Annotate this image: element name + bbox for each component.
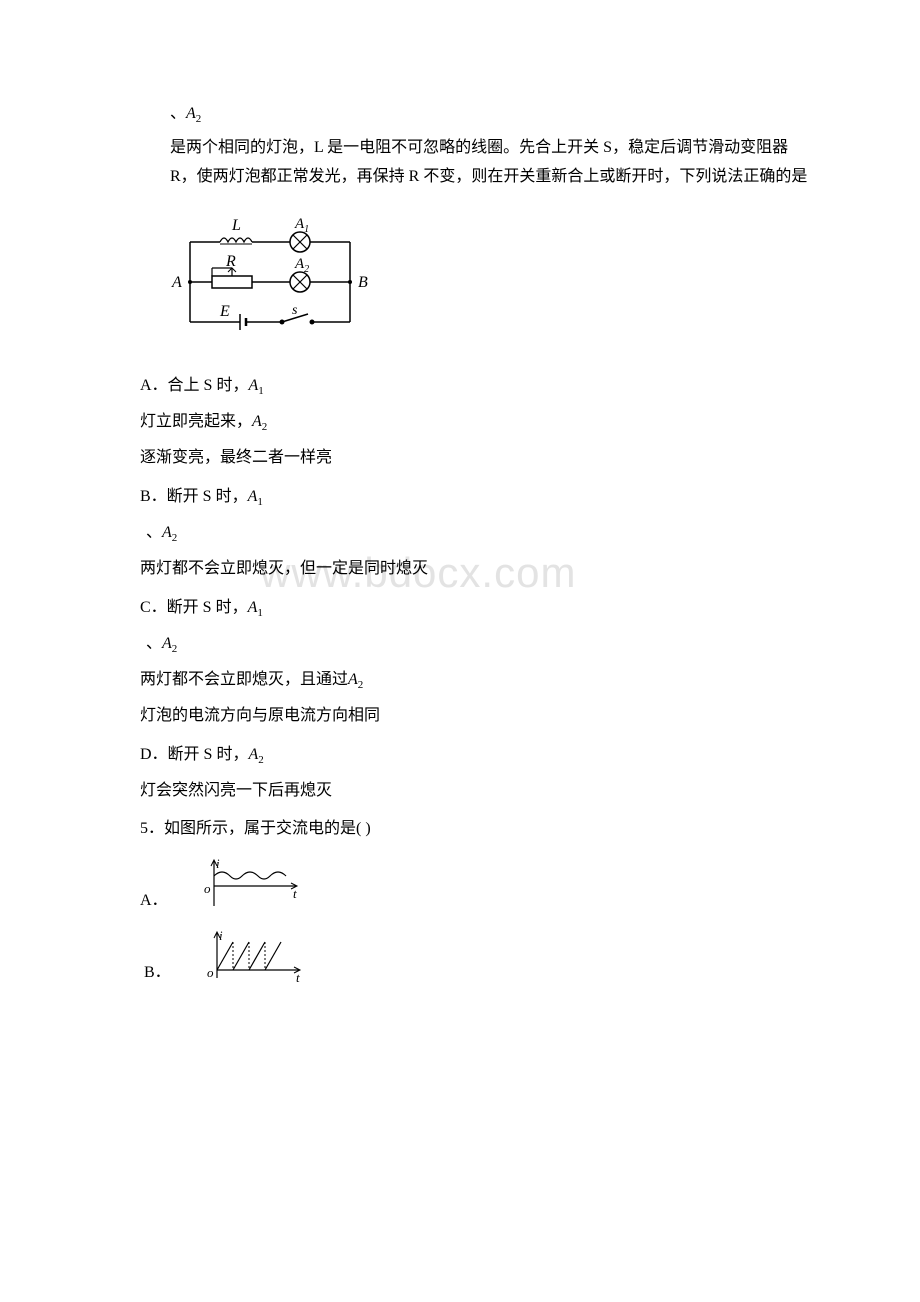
- circuit-A-label: A: [171, 274, 182, 291]
- q4-optD-line2: 灯会突然闪亮一下后再熄灭: [140, 777, 810, 806]
- circuit-R-label: R: [225, 253, 236, 270]
- q4-optA-line3: 逐渐变亮，最终二者一样亮: [140, 444, 810, 473]
- axis-o-label-b: o: [207, 965, 214, 980]
- q5-optA-letter: A．: [140, 887, 168, 916]
- axis-i-label: i: [216, 856, 220, 871]
- circuit-diagram: L A1 R A2 A B: [160, 212, 810, 353]
- q4-optC-line1: C．断开 S 时，A1: [140, 594, 810, 624]
- q4-optC-line4: 灯泡的电流方向与原电流方向相同: [140, 702, 810, 731]
- q5-text: 5．如图所示，属于交流电的是( ): [140, 815, 810, 844]
- q4-optB-line2: 、A2: [140, 519, 810, 549]
- q4-optA-line1: A．合上 S 时，A1: [140, 372, 810, 402]
- q5-optA-graph: i t o: [196, 856, 306, 916]
- q4-optA-line2: 灯立即亮起来，A2: [140, 408, 810, 438]
- comma-prefix: 、: [170, 105, 186, 122]
- axis-o-label: o: [204, 881, 211, 896]
- circuit-E-label: E: [219, 303, 230, 320]
- axis-t-label-b: t: [296, 970, 300, 985]
- axis-t-label: t: [293, 886, 297, 901]
- q5-optA: A． i t o: [140, 856, 810, 916]
- axis-i-label-b: i: [219, 928, 223, 943]
- q4-optC-line3: 两灯都不会立即熄灭，且通过A2: [140, 666, 810, 696]
- var-a2: A: [186, 105, 196, 122]
- q4-optB-line3: 两灯都不会立即熄灭，但一定是同时熄灭 www.bdocx.com: [140, 555, 810, 584]
- circuit-S-label: s: [292, 303, 298, 318]
- circuit-B-label: B: [358, 274, 368, 291]
- q4-var-a2-line: 、A2: [140, 100, 810, 130]
- q5-optB-graph: i t o: [199, 928, 309, 988]
- q5-optB-letter: B．: [144, 959, 171, 988]
- circuit-L-label: L: [231, 217, 241, 234]
- q4-intro: 是两个相同的灯泡，L 是一电阻不可忽略的线圈。先合上开关 S，稳定后调节滑动变阻…: [140, 134, 810, 192]
- q4-optB-line1: B．断开 S 时，A1: [140, 483, 810, 513]
- var-a2-sub: 2: [196, 113, 202, 125]
- q5-optB: B． i t o: [140, 928, 810, 988]
- circuit-svg: L A1 R A2 A B: [160, 212, 380, 342]
- q4-optC-line2: 、A2: [140, 630, 810, 660]
- q4-optD-line1: D．断开 S 时，A2: [140, 741, 810, 771]
